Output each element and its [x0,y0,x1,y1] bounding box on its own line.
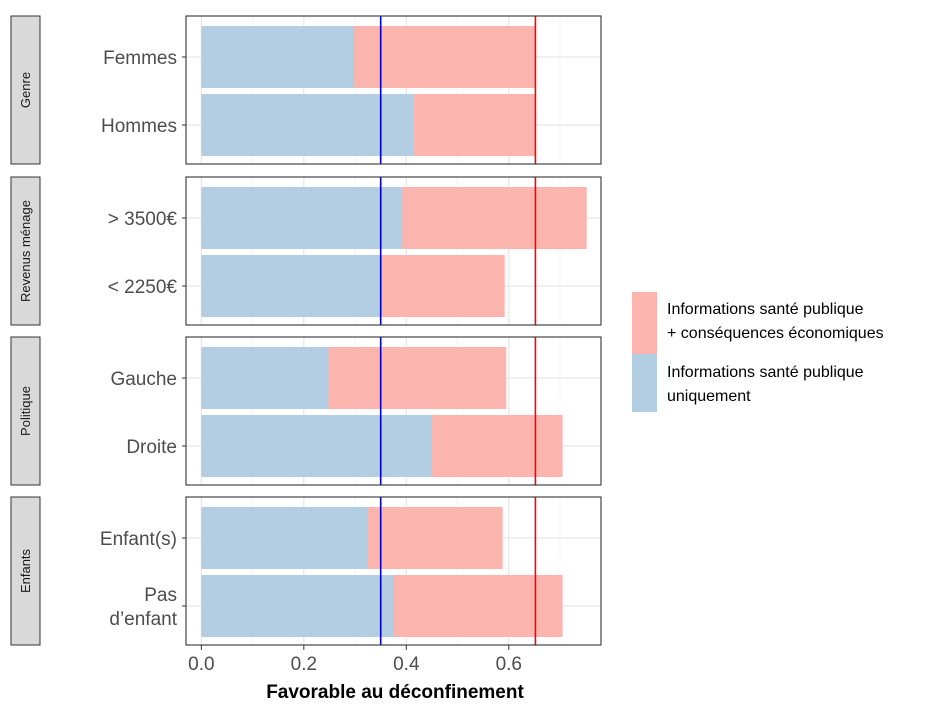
facet-strip [10,15,41,165]
facet-panels: Genre Femmes Hommes Revenus ménage > 3500€ < … [10,15,602,646]
facet-label: Revenus ménage [18,200,33,302]
facet-1: Genre Femmes Hommes [10,15,602,165]
legend-key [632,354,657,412]
bar-sante [201,507,368,569]
y-tick-label-line: < 2250€ [108,277,178,298]
y-tick-label-line: Gauche [110,369,177,390]
facet-4: Enfants Enfant(s) Pas d’enfant [10,496,602,646]
facet-2: Revenus ménage > 3500€ < 2250€ [10,176,602,326]
facet-strip [10,176,41,326]
bar-sante [201,575,394,637]
legend-item-sante: Informations santé publique uniquement [632,354,864,412]
legend-label: Informations santé publique [667,301,864,318]
panel-border [185,15,602,165]
legend-item-eco: Informations santé publique + conséquence… [632,292,884,354]
x-tick-label: 0.6 [496,654,522,675]
panel-border [185,176,602,326]
x-tick-label: 0.4 [393,654,420,675]
y-tick-label-line: > 3500€ [108,209,178,230]
y-tick-label-line: d’enfant [109,609,177,630]
x-axis-title: Favorable au déconfinement [266,682,524,703]
y-tick-label-line: Droite [126,437,177,458]
y-tick-label-line: Hommes [101,116,177,137]
facet-strip [10,336,41,486]
legend: Informations santé publique + conséquence… [632,292,884,412]
y-tick-label: Hommes [101,116,177,137]
y-tick-label-line: Enfant(s) [100,529,177,550]
bar-sante [201,415,432,477]
y-tick-label: < 2250€ [108,277,178,298]
bar-sante [201,26,355,88]
facet-label: Genre [18,72,33,108]
facet-label: Politique [18,386,33,436]
legend-label: + conséquences économiques [667,325,884,342]
facet-3: Politique Gauche Droite [10,336,602,486]
facet-strip [10,496,41,646]
y-tick-label: Gauche [110,369,177,390]
y-tick-label-line: Pas [144,585,177,606]
legend-label: uniquement [667,388,751,405]
y-tick-label-line: Femmes [103,48,177,69]
x-tick-label: 0.2 [291,654,317,675]
panel-border [185,336,602,486]
y-tick-label: > 3500€ [108,209,178,230]
y-tick-label: Droite [126,437,177,458]
y-tick-label: Enfant(s) [100,529,177,550]
panel-border [185,496,602,646]
y-tick-label: Pas d’enfant [109,585,177,630]
facet-label: Enfants [18,548,33,593]
legend-label: Informations santé publique [667,364,864,381]
bar-sante [201,255,382,317]
bar-sante [201,187,403,249]
bar-sante [201,94,414,156]
bar-sante [201,347,329,409]
legend-key [632,292,657,354]
y-tick-label: Femmes [103,48,177,69]
x-axis: 0.0 0.2 0.4 0.6 [188,645,522,675]
x-tick-label: 0.0 [188,654,214,675]
